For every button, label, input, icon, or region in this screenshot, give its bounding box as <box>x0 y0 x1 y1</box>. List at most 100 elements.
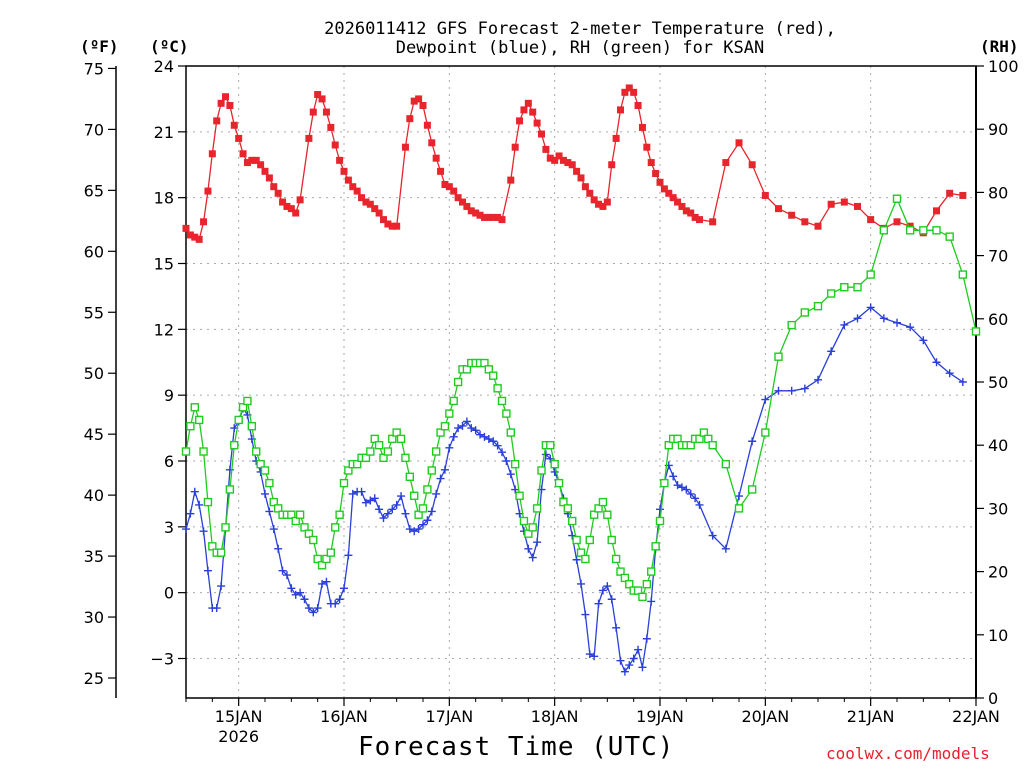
rh-point <box>309 535 318 545</box>
dewpoint-point <box>462 417 471 426</box>
dewpoint-point <box>800 384 809 393</box>
rh-point <box>515 491 524 500</box>
temperature-point <box>674 198 682 206</box>
dewpoint-point <box>669 472 678 481</box>
x-tick-label: 18JAN <box>531 707 579 726</box>
dewpoint-point <box>366 496 375 505</box>
rh-point <box>339 478 349 488</box>
temperature-point <box>867 216 875 224</box>
rh-point <box>905 226 915 235</box>
dewpoint-point <box>827 347 836 356</box>
temperature-point <box>634 102 642 109</box>
rh-point <box>840 283 849 292</box>
rh-point <box>326 548 336 557</box>
dewpoint-point <box>291 590 300 599</box>
temperature-point <box>542 145 550 153</box>
rh-tick-label: 80 <box>988 183 1008 202</box>
rh-point <box>440 422 450 431</box>
temperature-point <box>371 205 379 213</box>
temperature-point <box>257 161 265 169</box>
dewpoint-point <box>318 579 327 588</box>
dewpoint-point <box>853 314 862 323</box>
temperature-point <box>279 198 287 206</box>
dewpoint-point <box>419 520 427 529</box>
rh-point <box>506 428 515 437</box>
rh-point <box>208 542 217 551</box>
rh-point <box>585 535 594 545</box>
dewpoint-point <box>677 483 686 492</box>
dewpoint-point <box>427 507 436 516</box>
temperature-point <box>213 117 221 125</box>
rh-point <box>295 510 305 519</box>
temperature-point <box>327 123 335 131</box>
dewpoint-point <box>524 544 533 553</box>
dewpoint-point <box>322 577 331 586</box>
dewpoint-point <box>634 645 643 654</box>
dewpoint-point <box>590 652 599 661</box>
rh-point <box>379 453 388 463</box>
dewpoint-point <box>647 597 656 606</box>
dewpoint-point <box>467 424 476 433</box>
temperature-point <box>775 205 782 213</box>
temperature-point <box>252 156 260 164</box>
dewpoint-point <box>774 386 783 395</box>
temperature-point <box>577 174 585 182</box>
temperature-point <box>441 181 449 188</box>
rh-tick-label: 60 <box>988 310 1008 329</box>
rh-point <box>554 478 564 488</box>
dewpoint-point <box>287 584 296 593</box>
temperature-point <box>322 108 330 116</box>
rh-point <box>747 485 757 494</box>
rh-point <box>493 384 502 393</box>
credit-label: coolwx.com/models <box>826 744 990 763</box>
temperature-point <box>182 224 190 232</box>
rh-point <box>335 510 344 519</box>
dewpoint-point <box>449 432 458 441</box>
dewpoint-point <box>814 375 822 384</box>
rh-point <box>945 232 954 241</box>
dewpoint-point <box>594 599 603 608</box>
dewpoint-point <box>331 599 340 608</box>
temperature-point <box>603 198 611 206</box>
temperature-point <box>660 185 668 193</box>
rh-point <box>383 447 393 456</box>
rh-point <box>370 434 379 444</box>
rh-point <box>445 409 454 418</box>
dewpoint-point <box>932 358 941 367</box>
temperature-point <box>788 211 796 219</box>
rh-point <box>611 554 621 564</box>
temperature-point <box>840 198 848 206</box>
temperature-point <box>428 139 436 147</box>
temperature-point <box>358 194 366 202</box>
temperature-point <box>590 196 598 204</box>
x-tick-label: 17JAN <box>425 707 473 726</box>
temperature-point <box>625 84 633 92</box>
temperature-point <box>652 170 660 178</box>
rh-point <box>708 441 717 450</box>
rh-point <box>546 441 555 450</box>
temperature-point <box>516 117 524 125</box>
dewpoint-point <box>217 582 226 591</box>
dewpoint-point <box>432 489 441 498</box>
temperature-point <box>854 202 861 210</box>
temperature-point <box>415 95 423 103</box>
dewpoint-point <box>300 595 309 604</box>
dewpoint-point <box>603 582 612 591</box>
rh-point <box>519 516 529 526</box>
rh-point <box>761 428 770 437</box>
temperature-point <box>235 134 243 142</box>
dewpoint-point <box>840 320 849 329</box>
rh-point <box>313 554 322 564</box>
temperature-point <box>445 183 453 191</box>
fahrenheit-tick-label: 75 <box>84 59 104 78</box>
dewpoint-point <box>401 509 410 518</box>
rh-tick-label: 100 <box>988 57 1019 76</box>
dewpoint-point <box>274 544 283 553</box>
dewpoint-point <box>309 608 318 617</box>
dewpoint-point <box>629 654 638 663</box>
rh-point <box>559 497 568 507</box>
x-tick-label: 22JAN <box>952 707 1000 726</box>
dewpoint-point <box>620 667 629 676</box>
dewpoint-point <box>335 595 344 604</box>
rh-point <box>919 226 928 235</box>
